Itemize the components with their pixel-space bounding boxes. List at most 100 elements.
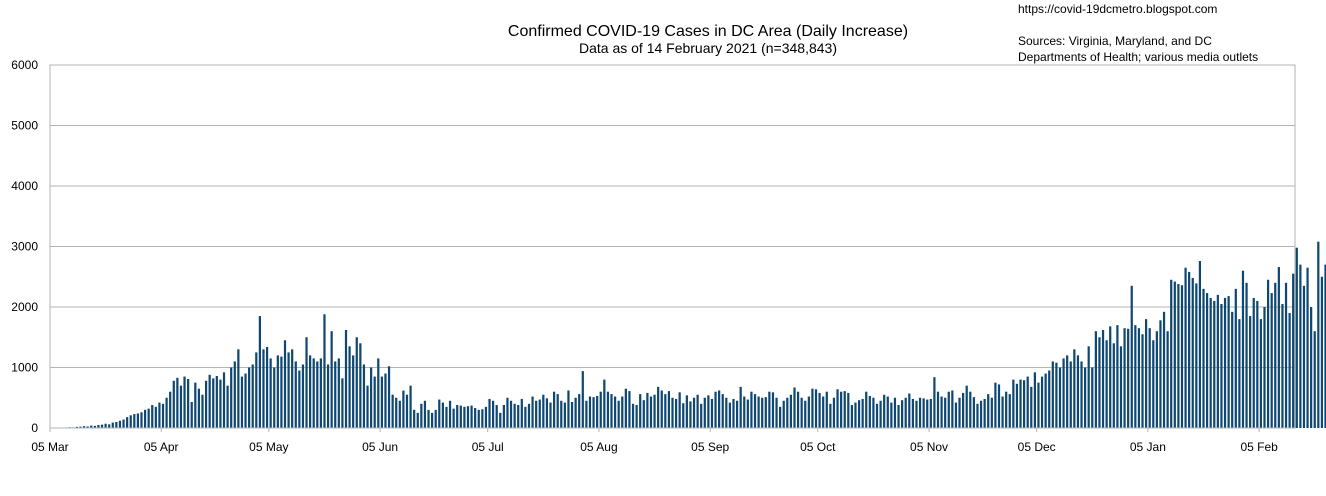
- bar: [972, 397, 975, 428]
- bar: [1227, 296, 1230, 428]
- bar: [1094, 331, 1097, 428]
- bar: [696, 394, 699, 428]
- bar: [359, 343, 362, 428]
- x-tick-label: 05 Jan: [1130, 440, 1166, 454]
- bar: [556, 394, 559, 428]
- bar: [86, 426, 89, 428]
- bar: [649, 396, 653, 428]
- bar: [341, 378, 344, 428]
- bar: [994, 382, 997, 429]
- bar: [326, 364, 330, 428]
- bar: [660, 390, 663, 428]
- x-tick-label: 05 Sep: [691, 440, 729, 454]
- bar: [520, 398, 523, 428]
- bar: [1030, 386, 1033, 428]
- bar: [154, 406, 157, 428]
- bar: [1288, 313, 1291, 428]
- bar: [165, 397, 168, 428]
- bar: [840, 391, 843, 428]
- bar: [671, 397, 674, 428]
- bar: [122, 419, 125, 428]
- bar: [667, 391, 671, 428]
- bar: [979, 400, 983, 428]
- x-tick-label: 05 Apr: [144, 440, 179, 454]
- bar: [1015, 383, 1019, 428]
- bar: [111, 422, 114, 428]
- bar: [413, 409, 416, 428]
- bar: [822, 396, 825, 428]
- bar: [474, 408, 477, 428]
- bar: [535, 400, 538, 428]
- bar: [337, 358, 340, 428]
- bar: [1123, 328, 1126, 428]
- bar: [617, 400, 620, 428]
- bar: [527, 403, 531, 428]
- x-tick-label: 05 Mar: [31, 440, 68, 454]
- bar: [865, 391, 868, 428]
- bar: [1234, 288, 1237, 428]
- bar: [922, 398, 925, 428]
- bar: [685, 395, 688, 428]
- bar: [143, 409, 147, 428]
- bar: [915, 400, 918, 428]
- bar: [653, 394, 656, 428]
- bar: [1105, 340, 1108, 428]
- bar: [606, 391, 610, 428]
- bar: [438, 399, 441, 428]
- bar: [707, 395, 710, 428]
- y-tick-label: 5000: [11, 119, 38, 133]
- bar: [1292, 273, 1295, 428]
- bar: [947, 391, 950, 428]
- bar: [513, 403, 516, 428]
- bar: [219, 379, 222, 428]
- bar: [585, 400, 588, 428]
- bar: [714, 391, 717, 428]
- bar: [330, 331, 333, 428]
- bar: [1008, 394, 1011, 428]
- bar: [1184, 267, 1187, 428]
- bar: [531, 396, 534, 428]
- bar: [592, 397, 595, 428]
- bar: [954, 402, 958, 428]
- bar: [187, 379, 190, 428]
- bar: [140, 412, 143, 428]
- bar: [782, 400, 785, 428]
- bar: [434, 409, 437, 428]
- bar: [757, 396, 760, 428]
- bar: [1058, 367, 1062, 428]
- bar: [265, 346, 269, 428]
- bar: [183, 376, 186, 428]
- bar: [560, 400, 563, 428]
- bar: [1080, 361, 1083, 428]
- bar: [416, 412, 419, 429]
- x-tick-label: 05 Jul: [472, 440, 504, 454]
- bar: [1044, 373, 1047, 428]
- bar: [631, 403, 635, 428]
- bar: [115, 421, 118, 428]
- bar: [1019, 379, 1022, 428]
- bar: [258, 316, 261, 428]
- bar-series: [54, 241, 1326, 429]
- bar: [1101, 329, 1105, 428]
- bar: [1320, 276, 1324, 428]
- bar: [136, 413, 140, 428]
- bar: [538, 399, 541, 428]
- bar: [348, 346, 351, 428]
- bar: [1109, 326, 1112, 428]
- bar: [1001, 396, 1004, 428]
- bar: [911, 398, 914, 428]
- plot-area-border: [49, 64, 1296, 429]
- bar: [639, 394, 642, 428]
- bar: [1162, 311, 1166, 428]
- bar: [1130, 285, 1133, 428]
- x-axis-ticks: [49, 428, 1260, 432]
- bar: [682, 403, 685, 428]
- bar: [75, 426, 79, 428]
- bar: [1098, 337, 1101, 428]
- bar: [448, 400, 452, 428]
- bar: [380, 376, 383, 428]
- bar: [190, 401, 193, 428]
- bar: [377, 358, 380, 428]
- bar: [750, 391, 753, 428]
- bar: [1220, 303, 1223, 428]
